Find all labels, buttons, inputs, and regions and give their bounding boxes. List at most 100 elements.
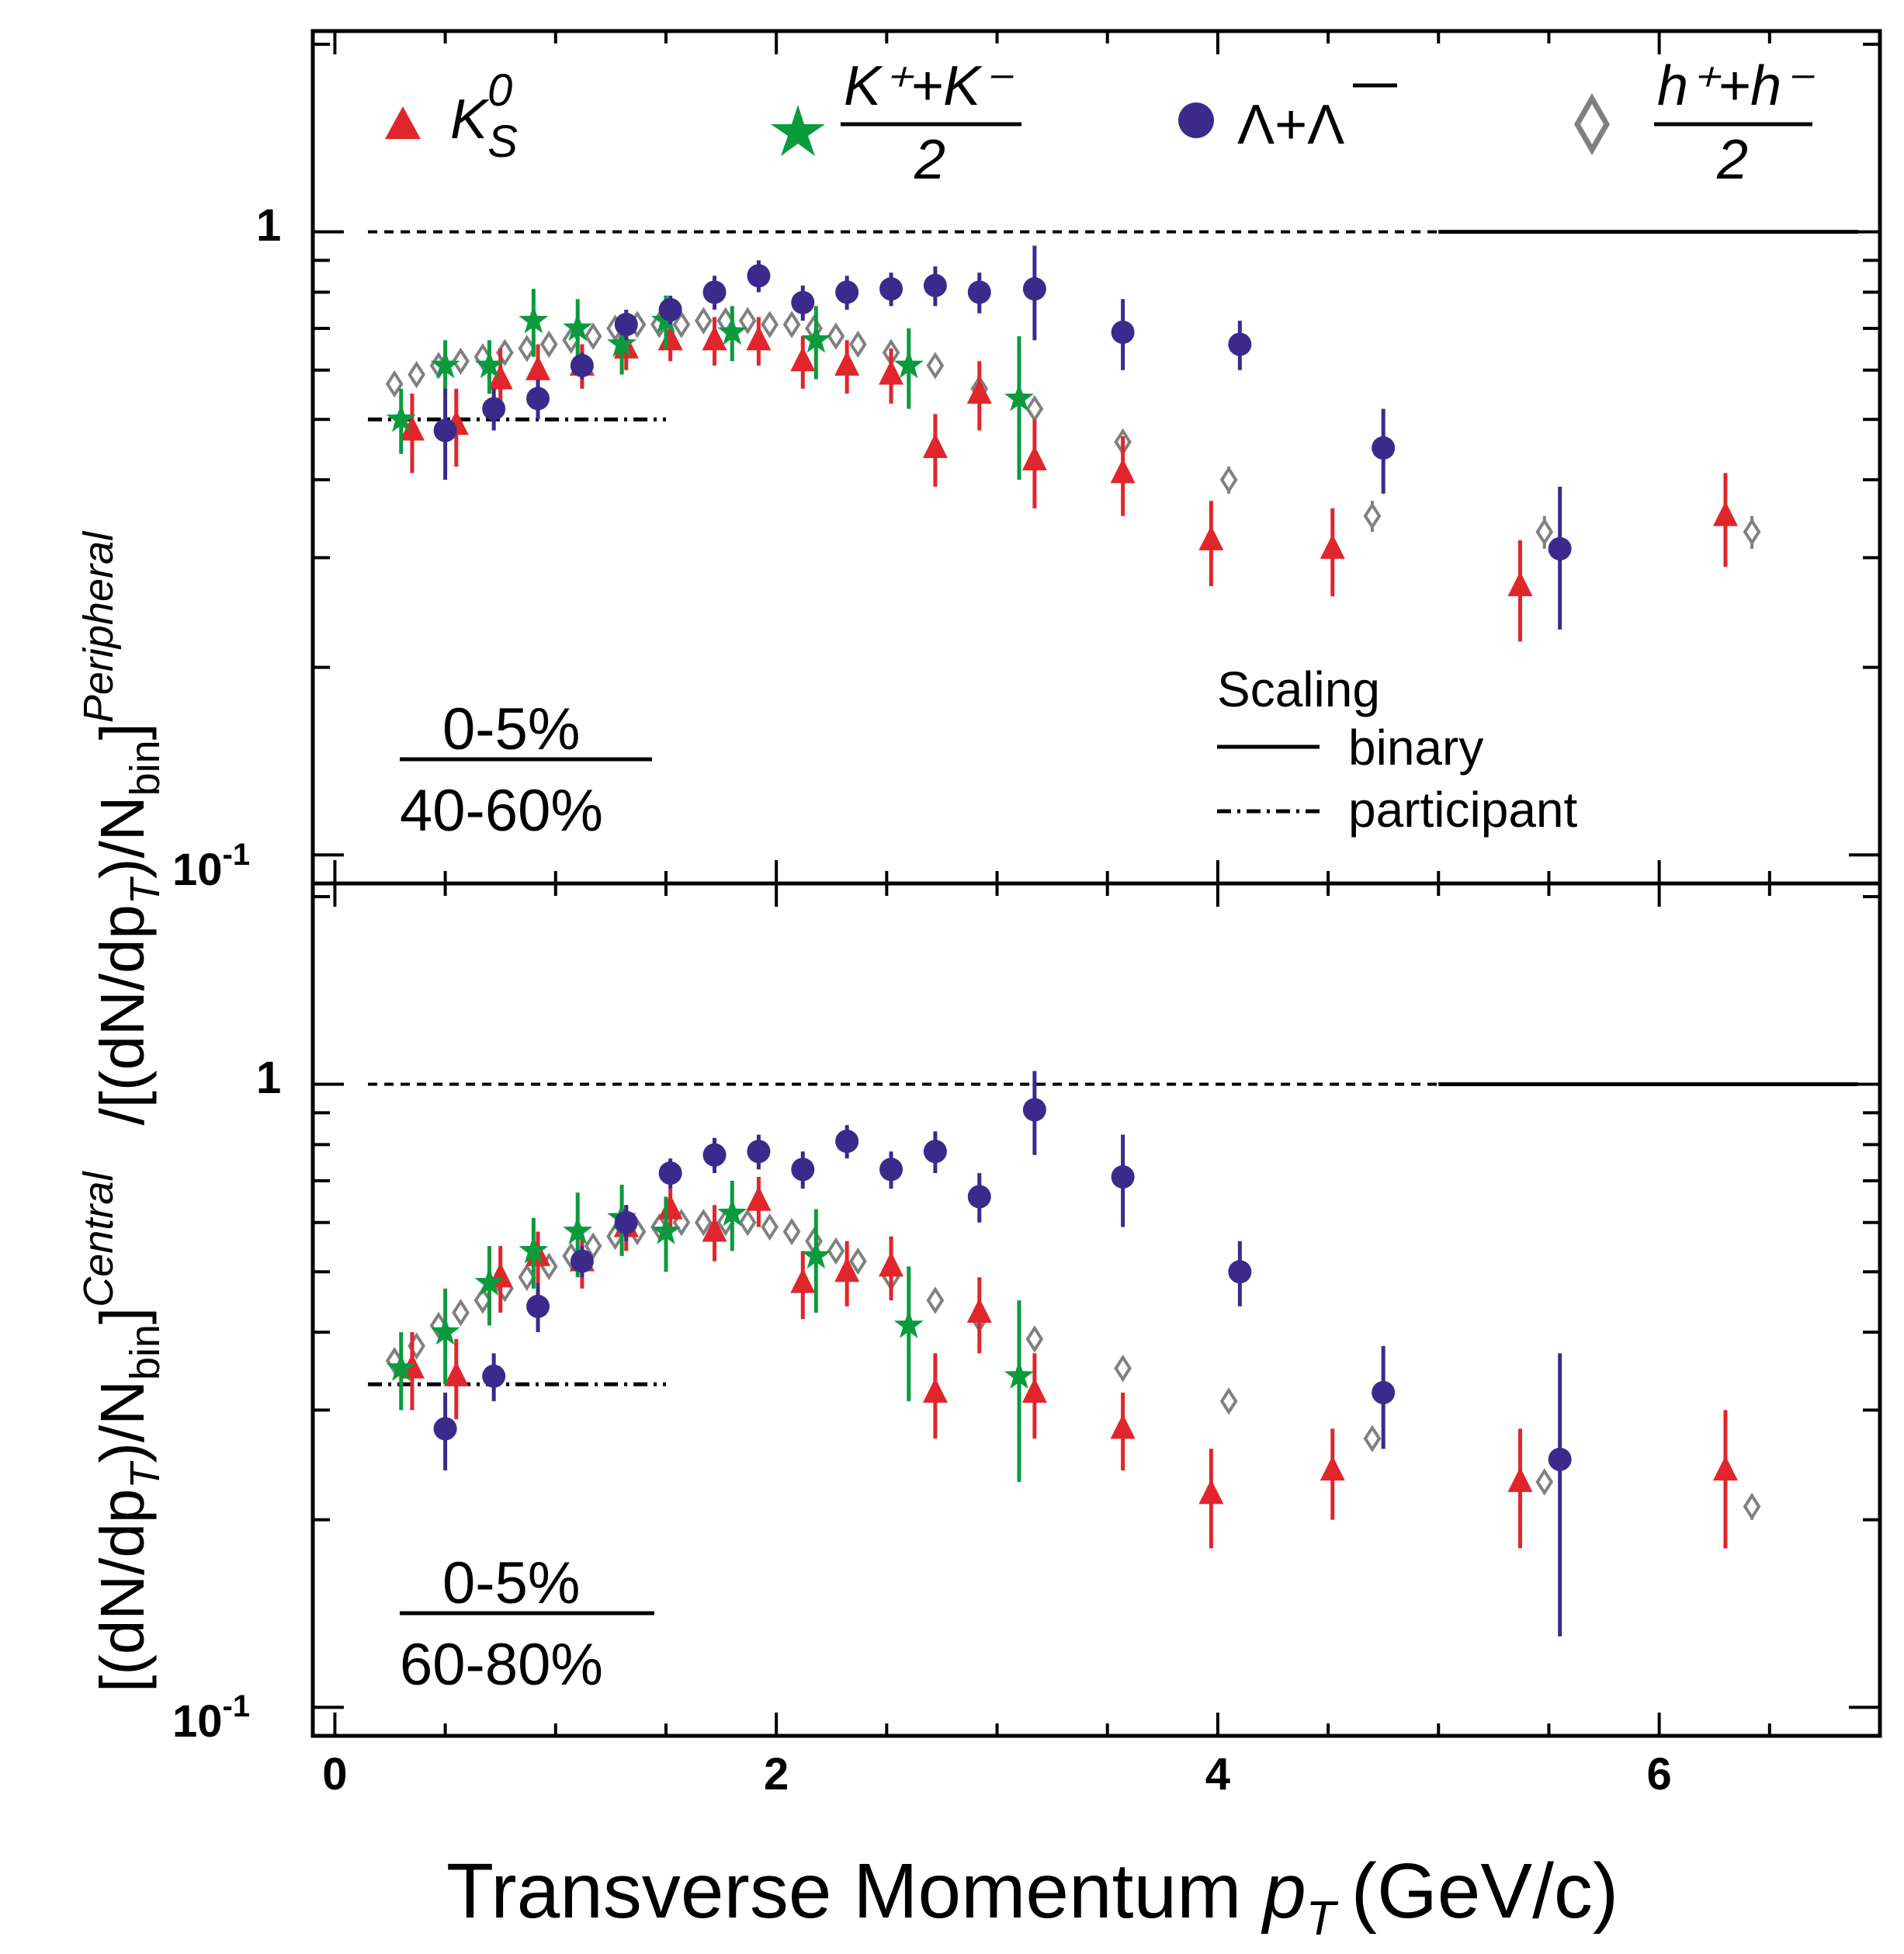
top-k0s-point — [879, 359, 904, 385]
bottom-hpm-point — [782, 1217, 801, 1246]
bottom-hpm-point — [518, 1263, 536, 1291]
top-hpm-point — [926, 352, 945, 380]
top-k0s-point — [834, 350, 860, 376]
bottom-lambda-point — [791, 1157, 815, 1182]
x-axis-variable: p — [1261, 1848, 1306, 1935]
top-kpm-point — [474, 349, 505, 379]
bottom-k0s-point — [834, 1257, 860, 1282]
bottom-hpm-point — [1363, 1425, 1382, 1452]
bottom-lambda-point — [702, 1143, 727, 1167]
bottom-kpm-point — [717, 1198, 747, 1227]
top-hpm-point — [1535, 518, 1554, 546]
legend-k0s-label: K0 S — [450, 65, 518, 167]
bottom-lambda-point — [614, 1210, 638, 1234]
bottom-panel-ticks — [313, 883, 1880, 1736]
top-k0s-point — [1021, 445, 1047, 470]
bottom-kpm-point — [386, 1352, 416, 1381]
x-axis-label: Transverse Momentum — [446, 1848, 1241, 1935]
bottom-lambda-point — [1228, 1260, 1252, 1284]
bottom-lambda-point — [923, 1140, 947, 1164]
x-axis-unit: (GeV/c) — [1351, 1848, 1618, 1935]
legend-k0s-sup: 0 — [487, 65, 512, 116]
top-kpm-point — [563, 313, 593, 342]
bottom-hpm-point — [761, 1213, 779, 1241]
top-kpm-point — [801, 325, 831, 353]
top-ytick-base: 10 — [172, 845, 223, 895]
bottom-kpm-point — [1004, 1360, 1034, 1389]
bottom-k0s-point — [657, 1194, 683, 1220]
bottom-lambda-point — [570, 1249, 594, 1273]
bottom-lambda-point — [1548, 1447, 1572, 1471]
top-lambda-point — [1111, 320, 1135, 344]
legend-kpm-numerator: K⁺+K⁻ — [844, 55, 1014, 117]
bottom-hpm-point — [1219, 1387, 1238, 1415]
top-kpm-point — [386, 404, 416, 432]
y-title-peripheral-sup: Peripheral — [75, 530, 122, 723]
top-hpm-point — [539, 330, 558, 359]
top-lambda-point — [433, 418, 457, 443]
bottom-k0s-point — [746, 1185, 772, 1211]
bottom-lambda-point — [482, 1364, 506, 1388]
bottom-ratio-denominator: 60-80% — [400, 1632, 603, 1698]
legend-hpm-numerator: h⁺+h⁻ — [1657, 55, 1815, 117]
top-hpm-point — [694, 307, 713, 335]
bottom-hpm-point — [849, 1247, 867, 1275]
y-title-peripheral-bin: bin — [122, 740, 168, 796]
top-hpm-point — [408, 360, 426, 389]
top-lambda-point — [923, 273, 947, 297]
y-axis-title: [(dN/dpT)/Nbin]Central/[(dN/dpT)/Nbin]Pe… — [75, 530, 168, 1692]
top-hpm-point — [761, 311, 779, 338]
x-tick-label-4: 4 — [1205, 1749, 1230, 1800]
y-title-central-sub: T — [122, 1460, 168, 1489]
bottom-hpm-point — [452, 1299, 470, 1327]
bottom-kpm-point — [651, 1216, 681, 1244]
top-k0s-point — [922, 432, 948, 458]
bottom-hpm-point — [1025, 1325, 1044, 1353]
bottom-kpm-point — [518, 1235, 549, 1264]
svg-text:[(dN/dpT)/Nbin]Central/[(dN/dp: [(dN/dpT)/Nbin]Central/[(dN/dpT)/Nbin]Pe… — [75, 530, 168, 1692]
top-hpm-point — [452, 347, 470, 375]
x-axis-variable-sub: T — [1306, 1892, 1339, 1945]
top-hpm-point — [1025, 394, 1044, 423]
top-k0s-point — [790, 346, 816, 372]
legend-k0s-marker — [385, 106, 421, 139]
y-title-central-bin: bin — [122, 1324, 168, 1380]
top-lambda-point — [1548, 536, 1572, 561]
top-k0s-point — [702, 325, 727, 351]
top-panel-scaling-lines — [368, 230, 1858, 422]
bottom-panel — [310, 881, 1882, 1738]
legend-k0s-main: K — [450, 89, 490, 151]
top-hpm-point — [1219, 466, 1238, 494]
bottom-panel-scaling-lines — [368, 1082, 1858, 1387]
legend-kpm-denominator: 2 — [914, 129, 945, 191]
bottom-ytick-0.1: 10-1 — [172, 1689, 250, 1747]
top-hpm-point — [1363, 502, 1382, 530]
top-lambda-point — [967, 280, 991, 304]
bottom-k0s-point — [1507, 1466, 1533, 1492]
scaling-participant-label: participant — [1348, 782, 1578, 838]
x-tick-label-0: 0 — [322, 1749, 347, 1800]
bottom-hpm-point — [827, 1237, 845, 1265]
bottom-panel-frame — [310, 881, 1882, 1738]
bottom-kpm-point — [474, 1267, 505, 1296]
bottom-panel-points — [385, 1071, 1761, 1636]
top-kpm-point — [893, 349, 924, 379]
top-hpm-point — [782, 311, 801, 338]
legend-hpm-marker — [1573, 92, 1611, 156]
bottom-hpm-point — [926, 1286, 945, 1314]
top-panel-ticks — [313, 31, 1880, 883]
bottom-kpm-point — [563, 1216, 593, 1244]
top-ratio-numerator: 0-5% — [442, 696, 580, 762]
bottom-kpm-point — [801, 1240, 831, 1269]
top-lambda-point — [791, 290, 815, 314]
bottom-k0s-point — [1320, 1456, 1345, 1481]
y-title-central-close: )/N — [88, 1380, 157, 1463]
bottom-k0s-point — [922, 1377, 948, 1403]
bottom-lambda-point — [1111, 1165, 1135, 1189]
top-kpm-point — [607, 328, 637, 357]
x-tick-labels: 0 2 4 6 — [322, 1749, 1671, 1800]
top-lambda-point — [1228, 332, 1252, 356]
bottom-lambda-point — [658, 1161, 682, 1185]
top-lambda-point — [747, 264, 771, 288]
bottom-kpm-point — [893, 1310, 924, 1338]
